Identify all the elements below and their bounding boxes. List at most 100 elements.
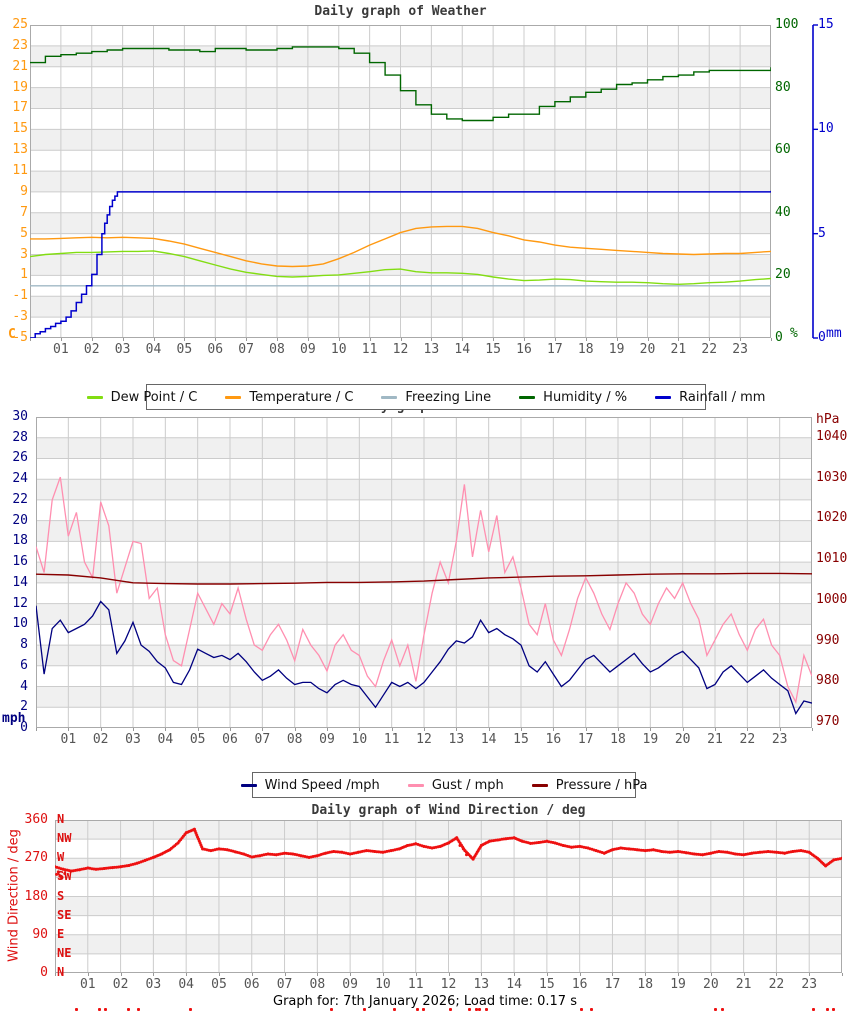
compass-direction-label: NW: [57, 831, 72, 846]
x-axis-tickmark: [618, 728, 619, 731]
x-axis-hour-label: 08: [269, 342, 285, 357]
x-axis-hour-label: 21: [735, 977, 752, 992]
weather-legend-item: Humidity / %: [519, 390, 627, 405]
x-axis-hour-label: 04: [178, 977, 194, 992]
below-axis-wind-dot: [136, 1008, 140, 1011]
weather-chart-plot: [30, 25, 771, 338]
x-axis-tickmark: [30, 338, 31, 341]
mph-axis-tick: 20: [12, 512, 28, 528]
x-axis-hour-label: 15: [485, 342, 501, 357]
temp-axis-tick: 5: [20, 225, 28, 241]
x-axis-tickmark: [456, 728, 458, 731]
x-axis-hour-label: 20: [639, 342, 656, 357]
x-axis-hour-label: 19: [670, 977, 686, 992]
mph-axis-tick: 8: [20, 637, 28, 653]
legend-swatch-icon: [519, 395, 536, 399]
temp-axis-tick: 15: [12, 121, 28, 137]
x-axis-tickmark: [579, 973, 581, 976]
x-axis-hour-label: 07: [254, 732, 271, 747]
x-axis-hour-label: 11: [407, 977, 424, 992]
rain-axis-tick: 0: [818, 330, 826, 345]
compass-direction-label: NE: [57, 945, 72, 960]
x-axis-hour-label: 13: [473, 977, 490, 992]
x-axis-tickmark: [546, 973, 548, 976]
x-axis-hour-label: 23: [732, 342, 748, 357]
legend-label: Pressure / hPa: [555, 777, 648, 793]
x-axis-tickmark: [553, 728, 555, 731]
x-axis-hour-label: 13: [423, 342, 440, 357]
x-axis-tickmark: [612, 973, 614, 976]
compass-direction-label: E: [57, 926, 65, 941]
temp-axis-tick: -3: [12, 309, 28, 325]
deg-axis-tick: 360: [24, 812, 48, 827]
weather-chart-legend: Dew Point / C Temperature / C Freezing Lin…: [86, 384, 765, 410]
x-axis-tickmark: [585, 728, 587, 731]
x-axis-hour-label: 14: [454, 342, 471, 357]
x-axis-tickmark: [284, 973, 286, 976]
x-axis-hour-label: 12: [416, 732, 432, 747]
below-axis-wind-dot: [189, 1008, 193, 1011]
humidity-axis-tick: 20: [775, 267, 791, 283]
below-axis-wind-dot: [97, 1008, 101, 1011]
deg-axis-tick: 270: [24, 850, 48, 866]
temp-axis-tick: 3: [20, 246, 28, 262]
x-axis-tickmark: [215, 338, 217, 341]
temp-axis-tick: 7: [20, 204, 28, 220]
x-axis-hour-label: 06: [243, 977, 260, 992]
x-axis-hour-label: 18: [610, 732, 626, 747]
x-axis-hour-label: 20: [674, 732, 691, 747]
x-axis-hour-label: 04: [145, 342, 162, 357]
x-axis-hour-label: 11: [361, 342, 378, 357]
hpa-axis-tick: 1030: [816, 469, 848, 485]
humidity-axis-tick: 0: [775, 330, 783, 345]
x-axis-hour-label: 08: [286, 732, 303, 747]
x-axis-tickmark: [812, 728, 813, 731]
x-axis-tickmark: [524, 338, 525, 341]
x-axis-tickmark: [715, 728, 716, 731]
x-axis-tickmark: [100, 728, 102, 731]
x-axis-hour-label: 18: [577, 342, 594, 357]
x-axis-tickmark: [91, 338, 93, 341]
x-axis-tickmark: [186, 973, 188, 976]
temp-axis-tick: 1: [20, 267, 28, 283]
x-axis-hour-label: 10: [330, 342, 347, 357]
x-axis-tickmark: [842, 973, 843, 976]
x-axis-tickmark: [462, 338, 464, 341]
mph-axis-tick: 6: [20, 657, 28, 673]
temp-axis-tick: 13: [12, 142, 28, 158]
x-axis-tickmark: [448, 973, 450, 976]
x-axis-hour-label: 21: [707, 732, 723, 747]
legend-swatch-icon: [86, 395, 103, 399]
x-axis-tickmark: [68, 728, 70, 731]
x-axis-tickmark: [197, 728, 199, 731]
x-axis-tickmark: [307, 338, 309, 341]
x-axis-hour-label: 20: [703, 977, 719, 992]
humidity-axis-tick: 40: [775, 204, 791, 220]
x-axis-hour-label: 09: [300, 342, 316, 357]
x-axis-hour-label: 09: [342, 977, 358, 992]
hpa-axis-tick: 1010: [816, 551, 848, 567]
x-axis-hour-label: 01: [79, 977, 96, 992]
wind-chart-legend: Wind Speed /mph Gust / mph Pressure / hPa: [240, 772, 647, 798]
x-axis-tickmark: [153, 973, 155, 976]
below-axis-wind-dot: [714, 1008, 718, 1011]
below-axis-wind-dot: [127, 1008, 131, 1011]
legend-swatch-icon: [531, 783, 548, 787]
x-axis-tickmark: [36, 728, 37, 731]
wind-legend-item: Wind Speed /mph: [240, 778, 380, 793]
x-axis-hour-label: 02: [92, 732, 109, 747]
x-axis-hour-label: 09: [319, 732, 335, 747]
x-axis-hour-label: 03: [125, 732, 141, 747]
temp-axis-tick: 25: [12, 17, 28, 32]
mph-axis-tick: 16: [12, 554, 28, 570]
legend-swatch-icon: [655, 395, 672, 399]
below-axis-wind-dot: [720, 1008, 724, 1011]
rain-axis-unit: mm: [826, 326, 842, 341]
temp-axis-tick: 19: [12, 79, 28, 95]
x-axis-tickmark: [616, 338, 618, 341]
x-axis-tickmark: [87, 973, 89, 976]
mph-axis-tick: 4: [20, 678, 28, 694]
below-axis-wind-dot: [392, 1008, 396, 1011]
mph-axis-tick: 18: [12, 533, 28, 549]
